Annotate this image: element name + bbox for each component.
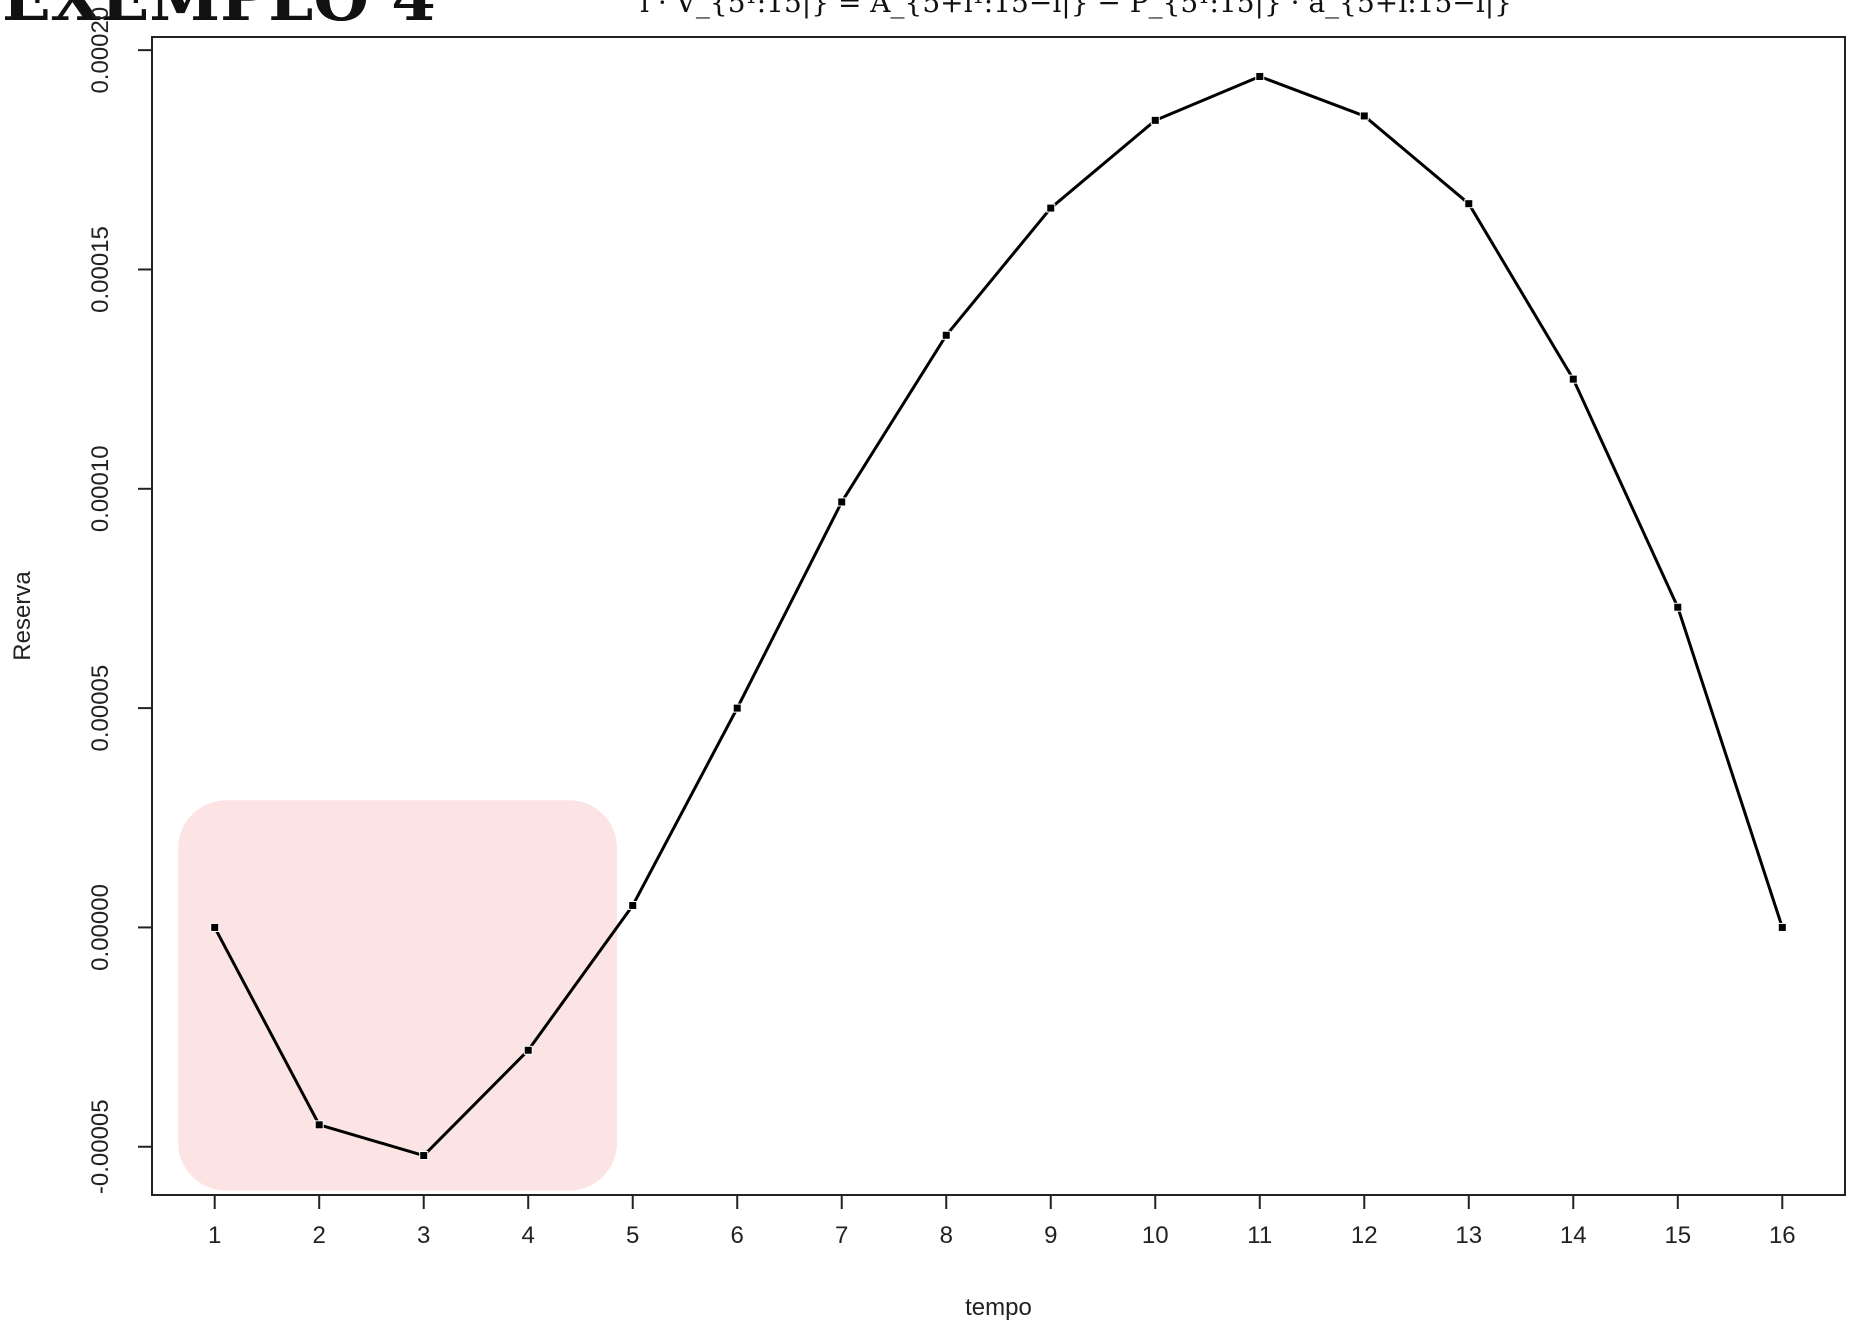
x-tick-label: 14 xyxy=(1560,1222,1587,1249)
y-tick-label: 0.00005 xyxy=(87,665,114,752)
x-tick-label: 8 xyxy=(940,1222,953,1249)
header-area: EXEMPLO 4 i · V_{5¹:15|} = A_{5+i¹:15−i|… xyxy=(2,0,1512,36)
y-tick-label: 0.00010 xyxy=(87,445,114,532)
series-layer xyxy=(210,71,1787,1161)
data-point xyxy=(1674,603,1682,611)
slide-heading: EXEMPLO 4 xyxy=(2,0,436,36)
data-point xyxy=(1569,375,1577,383)
data-point xyxy=(629,902,637,909)
data-point xyxy=(838,498,846,506)
x-tick-label: 4 xyxy=(522,1222,535,1249)
data-point xyxy=(211,923,219,931)
data-point xyxy=(315,1121,323,1129)
y-tick-label: -0.00005 xyxy=(87,1099,114,1194)
x-tick-label: 10 xyxy=(1142,1222,1169,1249)
series-line xyxy=(213,74,1784,1158)
data-point xyxy=(733,704,741,712)
data-point xyxy=(1256,72,1264,80)
x-tick-label: 13 xyxy=(1455,1222,1482,1249)
data-point xyxy=(1465,200,1473,208)
data-point xyxy=(1778,923,1786,931)
x-tick-label: 11 xyxy=(1247,1222,1272,1249)
highlight-region xyxy=(178,800,618,1191)
x-tick-label: 1 xyxy=(208,1222,221,1249)
data-point xyxy=(1360,112,1368,120)
x-tick-label: 12 xyxy=(1351,1222,1378,1249)
x-tick-label: 16 xyxy=(1769,1222,1796,1249)
x-tick-label: 5 xyxy=(626,1222,639,1249)
x-tick-label: 2 xyxy=(313,1222,326,1249)
x-axis-title: tempo xyxy=(965,1294,1032,1321)
x-tick-label: 6 xyxy=(731,1222,744,1249)
data-point xyxy=(524,1046,532,1054)
y-axis-title: Reserva xyxy=(9,571,36,661)
data-point xyxy=(1151,116,1159,124)
y-tick-label: 0.00020 xyxy=(87,7,114,94)
x-tick-label: 9 xyxy=(1044,1222,1057,1249)
x-axis: 1 2 3 4 5 6 7 8 9 10 11 12 13 14 15 16 xyxy=(208,1194,1796,1249)
x-tick-label: 3 xyxy=(417,1222,430,1249)
y-axis: -0.00005 0.00000 0.00005 0.00010 0.00015 0.00… xyxy=(87,7,153,1194)
y-tick-label: 0.00000 xyxy=(87,884,114,971)
data-point xyxy=(942,331,950,339)
x-tick-label: 7 xyxy=(835,1222,848,1249)
x-tick-label: 15 xyxy=(1664,1222,1691,1249)
y-tick-label: 0.00015 xyxy=(87,226,114,313)
reserve-formula: i · V_{5¹:15|} = A_{5+i¹:15−i|} − P_{5¹:… xyxy=(640,0,1512,19)
data-point xyxy=(420,1152,428,1160)
data-point xyxy=(1047,204,1055,212)
